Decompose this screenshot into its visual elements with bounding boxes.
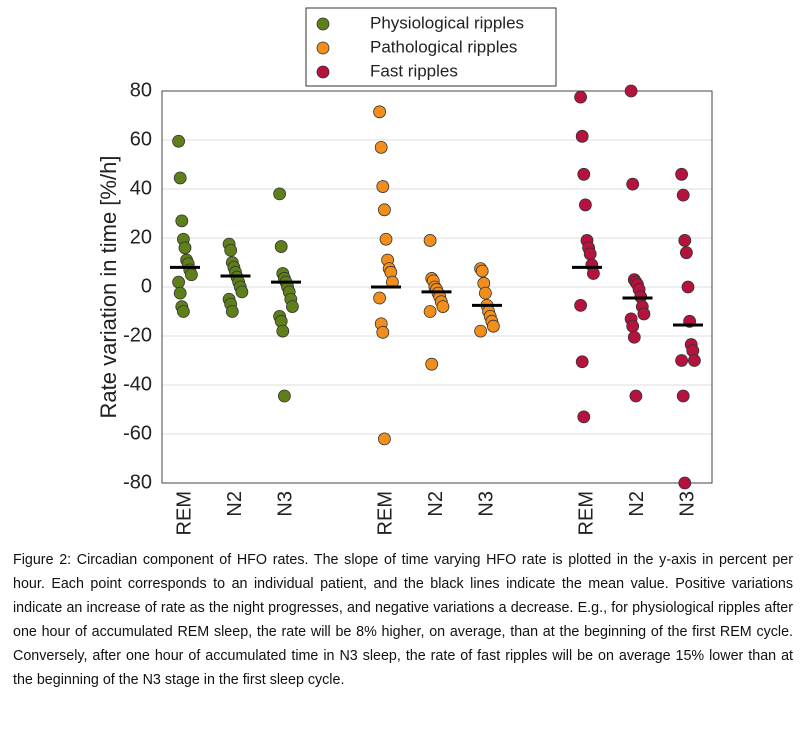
data-point [235,285,249,299]
x-tick-label: N2 [425,491,447,517]
y-tick-label: -40 [123,373,152,395]
y-tick-label: 80 [130,79,152,101]
data-point [373,105,387,119]
data-point [277,389,291,403]
chart: Rate variation in time [%/h] -80 -60 -40 -2… [96,7,713,535]
data-point [577,410,591,424]
data-point [676,389,690,403]
data-point [637,307,651,321]
data-point [574,90,587,104]
data-point [486,319,500,333]
x-tick-label: N2 [224,491,246,517]
y-tick-label: 20 [130,226,152,248]
data-point [577,167,591,181]
y-tick-label: 40 [130,177,152,199]
data-point [172,134,186,148]
data-point [629,389,643,403]
data-point [425,357,439,371]
data-point [224,243,238,257]
data-point [575,355,589,369]
data-point [688,354,701,367]
data-point [184,268,198,282]
x-tick-label: N3 [676,491,698,517]
data-point [574,298,587,312]
legend-marker [316,17,330,31]
data-point [681,280,695,294]
x-tick-label: REM [575,491,597,535]
data-point [624,84,638,98]
legend-marker [316,65,330,79]
data-point [175,214,189,228]
data-point [276,324,290,338]
x-tick-label: N2 [626,491,648,517]
data-point [678,476,692,490]
caption: Figure 2: Circadian component of HFO rat… [13,552,793,688]
legend-box [305,7,557,87]
data-point [176,305,190,318]
data-point [587,267,600,280]
data-point [475,264,489,278]
y-axis-label: Rate variation in time [%/h] [96,156,121,419]
data-point [423,305,437,318]
data-point [436,300,450,314]
data-point [678,234,692,247]
data-point [579,198,592,212]
data-point [173,171,187,185]
data-point [178,241,192,255]
legend-marker [316,41,330,55]
data-point [225,305,239,318]
y-tick-label: -60 [123,422,152,444]
y-tick-label: 0 [141,275,152,297]
data-point [173,286,187,300]
data-point [676,188,690,202]
data-point [274,240,288,253]
data-point [626,177,640,191]
y-tick-label: 60 [130,128,152,150]
data-point [376,325,390,339]
x-tick-label: REM [173,491,195,535]
data-point [627,330,641,344]
legend-label: Fast ripples [370,61,458,80]
data-point [626,319,640,333]
legend-label: Pathological ripples [370,37,517,56]
x-tick-label: REM [374,491,396,535]
data-point [285,300,299,314]
data-point [478,286,492,300]
y-tick-label: -20 [123,324,152,346]
data-point [377,432,391,446]
data-point [680,246,693,260]
data-point [374,140,388,154]
data-point [675,167,688,181]
data-point [377,203,391,217]
data-point [575,129,589,143]
data-point [583,247,597,261]
x-tick-label: N3 [274,491,296,517]
data-point [273,187,287,201]
plot-frame [161,90,713,484]
legend-label: Physiological ripples [370,13,524,32]
data-point [675,354,688,367]
data-point [423,234,437,247]
data-point [172,275,186,289]
y-tick-label: -80 [123,471,152,493]
data-point [474,324,488,338]
data-point [376,180,390,193]
data-point [373,291,387,305]
x-tick-label: N3 [475,491,497,517]
data-point [379,232,393,246]
